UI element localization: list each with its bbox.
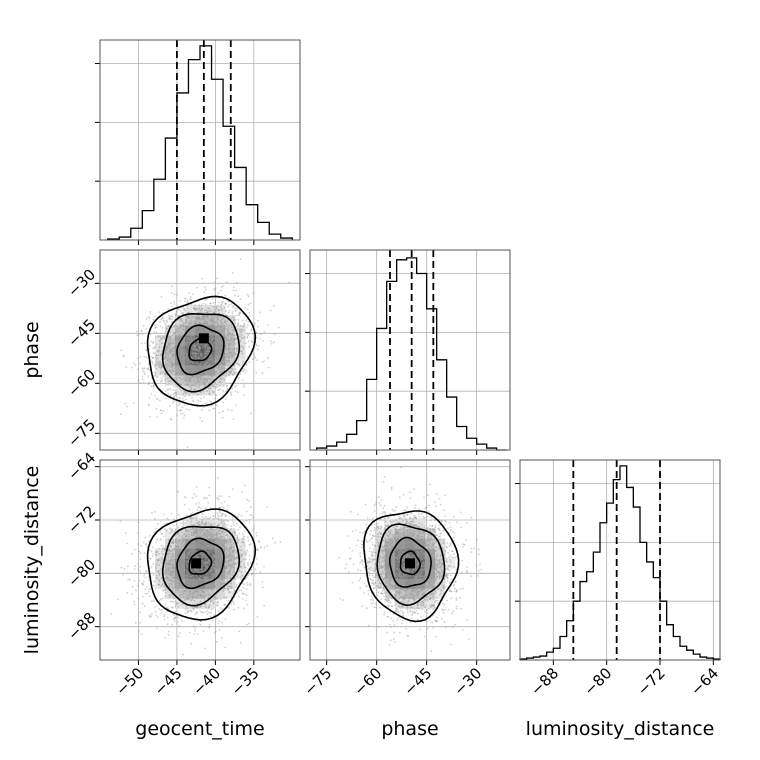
density-contour [161, 525, 241, 607]
histogram-panel-luminosity-distance [519, 459, 721, 661]
density-contour [389, 536, 432, 588]
density-contour [363, 510, 460, 623]
histogram-geocent-time [107, 45, 293, 240]
x-tick-label-phase: −45 [400, 664, 435, 699]
x-tick-label-geocent-time: −35 [228, 664, 263, 699]
density-contour [176, 324, 225, 376]
density-peak [198, 333, 209, 344]
x-tick-label-phase: −60 [350, 664, 385, 699]
y-tick-label-luminosity-distance: −88 [64, 609, 99, 644]
density-contour [376, 523, 446, 607]
y-tick-label-phase: −30 [64, 265, 99, 300]
y-tick-label-phase: −60 [64, 365, 99, 400]
y-axis-label-luminosity-distance: luminosity_distance [21, 466, 43, 655]
density-contour [176, 537, 225, 590]
density-contour [161, 312, 241, 393]
scatter-points [100, 258, 290, 449]
density-contour [146, 295, 257, 407]
x-tick-label-luminosity-distance: −72 [634, 664, 669, 699]
y-tick-label-phase: −45 [64, 315, 99, 350]
histogram-luminosity-distance [519, 465, 721, 660]
histogram-phase [316, 257, 507, 451]
x-axis-label-geocent-time: geocent_time [135, 718, 264, 740]
x-axis-label-phase: phase [381, 718, 438, 740]
density-contour [188, 550, 213, 575]
x-tick-label-geocent-time: −50 [112, 664, 147, 699]
x-tick-label-luminosity-distance: −80 [580, 664, 615, 699]
x-tick-label-phase: −75 [300, 664, 335, 699]
density-peak [191, 558, 202, 569]
histogram-panel-phase [309, 249, 511, 451]
y-axis-label-phase: phase [21, 321, 43, 378]
x-tick-label-geocent-time: −40 [189, 664, 224, 699]
density-panel-geocent-time-vs-luminosity-distance [99, 459, 301, 661]
y-tick-label-phase: −75 [64, 415, 99, 450]
y-tick-label-luminosity-distance: −80 [64, 555, 99, 590]
x-tick-label-luminosity-distance: −64 [687, 664, 722, 699]
density-panel-phase-vs-luminosity-distance [309, 459, 511, 661]
density-panel-geocent-time-vs-phase [99, 249, 301, 451]
x-tick-label-phase: −30 [450, 664, 485, 699]
density-contour [146, 508, 257, 621]
y-tick-label-luminosity-distance: −64 [64, 449, 99, 484]
x-axis-label-luminosity-distance: luminosity_distance [526, 718, 715, 740]
density-contour [399, 550, 421, 576]
x-tick-label-geocent-time: −45 [151, 664, 186, 699]
density-bins [155, 518, 246, 609]
histogram-panel-geocent-time [99, 39, 301, 241]
density-peak [405, 558, 415, 569]
y-tick-label-luminosity-distance: −72 [64, 502, 99, 537]
x-tick-label-luminosity-distance: −88 [527, 664, 562, 699]
